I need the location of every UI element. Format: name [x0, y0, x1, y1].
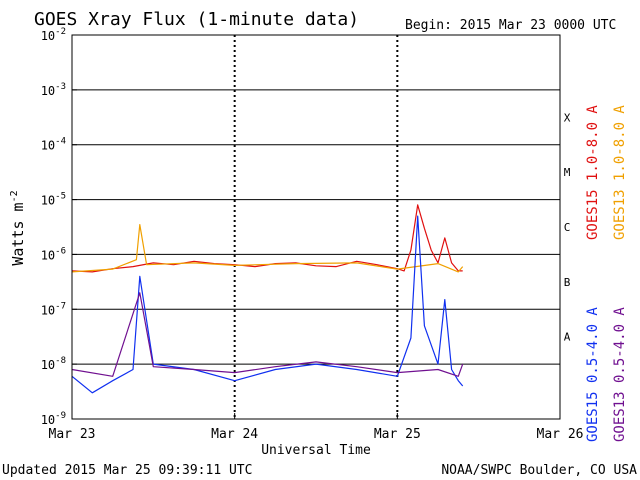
y-tick-exponent: -7 — [55, 301, 66, 311]
series-line — [71, 215, 464, 394]
series-line — [71, 204, 463, 273]
flare-class-label: C — [564, 221, 571, 234]
y-tick-exponent: -9 — [55, 411, 66, 421]
legend-entry: GOES15 1.0-8.0 A — [585, 105, 601, 240]
legend-entry: GOES13 1.0-8.0 A — [612, 105, 628, 240]
x-tick-label: Mar 23 — [49, 427, 96, 442]
begin-label: Begin: 2015 Mar 23 0000 UTC — [405, 18, 616, 33]
y-tick-exponent: -6 — [55, 246, 66, 256]
flare-class-label: A — [564, 331, 571, 344]
chart-title: GOES Xray Flux (1-minute data) — [34, 9, 359, 30]
plot-frame — [71, 34, 561, 420]
legend-entry: GOES13 0.5-4.0 A — [612, 307, 628, 442]
y-tick-base: 10 — [41, 358, 55, 372]
y-axis-label-text: Watts m — [9, 202, 27, 265]
y-tick-base: 10 — [41, 413, 55, 427]
updated-label: Updated 2015 Mar 25 09:39:11 UTC — [2, 463, 252, 478]
legend-entry: GOES15 0.5-4.0 A — [585, 307, 601, 442]
flare-class-labels: A B C M X — [564, 111, 571, 343]
y-tick-exponent: -3 — [55, 82, 66, 92]
x-tick-label: Mar 26 — [537, 427, 584, 442]
x-tick-labels: Mar 23 Mar 24 Mar 25 Mar 26 — [49, 413, 584, 442]
x-axis-label: Universal Time — [261, 443, 371, 458]
y-tick-label: 10-5 — [41, 192, 66, 208]
y-tick-label: 10-2 — [41, 27, 66, 43]
y-tick-exponent: -2 — [55, 27, 66, 37]
y-tick-labels: 10-910-810-710-610-510-410-310-2 — [41, 27, 77, 427]
y-axis-label-exponent: -2 — [9, 190, 20, 202]
y-tick-exponent: -5 — [55, 192, 66, 202]
y-tick-base: 10 — [41, 139, 55, 153]
y-tick-label: 10-9 — [41, 411, 66, 427]
y-tick-base: 10 — [41, 194, 55, 208]
y-tick-base: 10 — [41, 248, 55, 262]
y-tick-label: 10-4 — [41, 137, 66, 153]
y-tick-label: 10-3 — [41, 82, 66, 98]
y-tick-base: 10 — [41, 29, 55, 43]
flare-class-label: B — [564, 276, 571, 289]
legend: GOES15 1.0-8.0 A GOES13 1.0-8.0 A GOES15 0… — [585, 105, 628, 442]
y-tick-base: 10 — [41, 84, 55, 98]
series-line — [71, 224, 464, 273]
flare-class-label: M — [564, 166, 571, 179]
x-tick-label: Mar 24 — [211, 427, 258, 442]
series-line — [71, 292, 464, 377]
y-tick-exponent: -8 — [55, 356, 66, 366]
y-tick-label: 10-6 — [41, 246, 66, 262]
series-layer — [71, 204, 464, 394]
y-tick-label: 10-7 — [41, 301, 66, 317]
y-axis-label: Watts m-2 — [9, 190, 27, 265]
y-tick-exponent: -4 — [55, 137, 66, 147]
y-tick-label: 10-8 — [41, 356, 66, 372]
credit-label: NOAA/SWPC Boulder, CO USA — [441, 463, 637, 478]
y-tick-base: 10 — [41, 303, 55, 317]
x-tick-label: Mar 25 — [374, 427, 421, 442]
flare-class-label: X — [564, 111, 571, 124]
